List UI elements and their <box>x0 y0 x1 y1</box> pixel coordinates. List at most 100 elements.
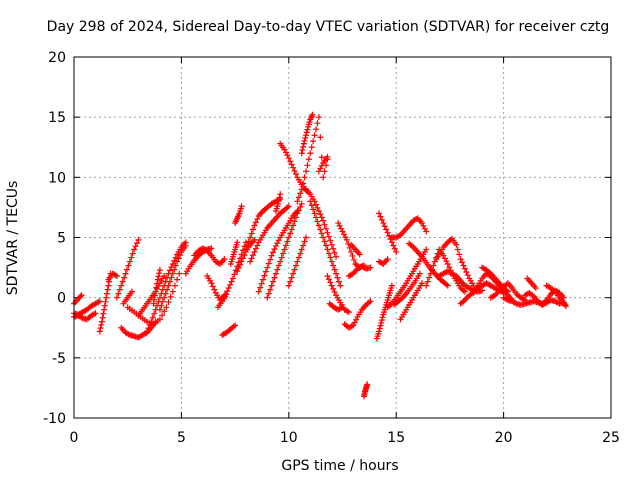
data-point <box>175 255 182 262</box>
data-point <box>132 243 139 250</box>
data-point <box>310 138 317 145</box>
x-tick-label: 15 <box>387 430 405 446</box>
data-point <box>242 246 249 253</box>
data-point <box>317 226 324 233</box>
data-point <box>288 274 295 281</box>
data-point <box>118 282 125 289</box>
data-point <box>315 114 322 121</box>
data-point <box>285 155 292 162</box>
data-point <box>161 273 168 280</box>
series-arc-3 <box>71 292 85 307</box>
series-arc-51 <box>431 235 477 289</box>
data-point <box>376 210 383 217</box>
data-point <box>300 242 307 249</box>
data-point <box>154 285 161 292</box>
data-point <box>159 312 166 319</box>
series-arc-35 <box>324 273 352 316</box>
series-arc-8 <box>120 288 135 307</box>
data-point <box>96 298 103 305</box>
data-point <box>265 260 272 267</box>
series-arc-16 <box>204 273 228 304</box>
series-arc-44 <box>376 256 391 267</box>
data-point <box>364 381 371 388</box>
series-arc-47 <box>391 270 423 308</box>
data-point <box>342 234 349 241</box>
series-arc-12 <box>156 242 189 313</box>
series-arc-39 <box>345 263 374 280</box>
series-arc-9 <box>124 270 183 328</box>
data-point <box>271 246 278 253</box>
data-point <box>335 278 342 285</box>
data-point <box>169 288 176 295</box>
data-point <box>461 288 468 295</box>
data-point <box>298 246 305 253</box>
data-point <box>148 318 155 325</box>
data-point <box>349 252 356 259</box>
data-point <box>444 260 451 267</box>
data-point <box>276 194 283 201</box>
data-point <box>154 280 161 287</box>
series-arc-36 <box>326 300 346 313</box>
data-point <box>459 259 466 266</box>
data-point <box>290 222 297 229</box>
data-point <box>99 314 106 321</box>
data-point <box>251 248 258 255</box>
data-point <box>260 276 267 283</box>
data-point <box>238 203 245 210</box>
series-arc-15 <box>191 245 228 267</box>
data-point <box>323 242 330 249</box>
data-point <box>378 216 385 223</box>
plot-frame <box>73 56 612 419</box>
data-point <box>159 298 166 305</box>
data-point <box>221 294 228 301</box>
data-point <box>270 249 277 256</box>
series-arc-34 <box>315 153 331 175</box>
series-arc-19 <box>221 239 249 301</box>
data-point <box>333 253 340 260</box>
data-point <box>339 304 346 311</box>
data-point <box>444 282 451 289</box>
data-point <box>423 282 430 289</box>
data-point <box>330 285 337 292</box>
data-point <box>119 278 126 285</box>
data-point <box>327 237 334 244</box>
data-point <box>251 236 258 243</box>
data-point <box>208 280 215 287</box>
data-point <box>123 266 130 273</box>
data-point <box>311 210 318 217</box>
series-arc-48 <box>397 280 425 323</box>
series-arc-46 <box>384 246 430 311</box>
data-point <box>116 286 123 293</box>
data-point <box>162 290 169 297</box>
data-point <box>294 198 301 205</box>
data-point <box>161 294 168 301</box>
data-point <box>453 241 460 248</box>
data-point <box>318 214 325 221</box>
data-point <box>295 207 302 214</box>
data-point <box>264 264 271 271</box>
data-point <box>238 258 245 265</box>
data-point <box>330 245 337 252</box>
data-point <box>314 120 321 127</box>
data-point <box>345 309 352 316</box>
data-point <box>343 236 350 243</box>
data-point <box>155 273 162 280</box>
data-point <box>131 246 138 253</box>
data-point <box>460 262 467 269</box>
data-point <box>113 294 120 301</box>
data-point <box>377 213 384 220</box>
data-point <box>287 278 294 285</box>
data-point <box>421 225 428 232</box>
data-point <box>129 250 136 257</box>
data-point <box>182 242 189 249</box>
data-point <box>302 168 309 175</box>
data-point <box>287 230 294 237</box>
series-arc-30 <box>294 114 331 205</box>
data-point <box>290 270 297 277</box>
data-point <box>313 126 320 133</box>
data-point <box>321 238 328 245</box>
series-arc-31 <box>298 111 316 157</box>
data-point <box>268 282 275 289</box>
series-arc-17 <box>214 291 230 311</box>
y-tick-label: 20 <box>48 50 66 66</box>
